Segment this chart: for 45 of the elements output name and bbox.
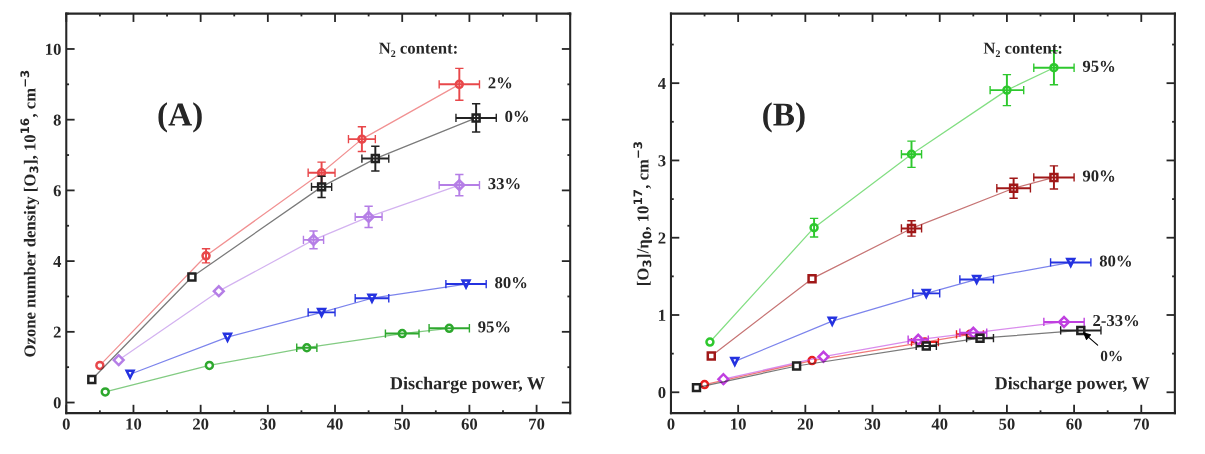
annotation: 0% [1100, 350, 1122, 362]
x-tick-label: 70 [1133, 418, 1149, 430]
y-tick-label: 2 [53, 326, 61, 338]
x-tick-label: 50 [394, 418, 410, 430]
series-label: 33% [488, 178, 520, 190]
annotation: (B) [763, 102, 805, 133]
x-tick-label: 40 [931, 418, 948, 430]
y-axis-title: [O$_{3}$]/η$_{0}$, 10$^{17}$, cm$^{−3}$ [633, 142, 652, 285]
x-tick-label: 0 [667, 418, 675, 430]
x-tick-label: 30 [260, 418, 276, 430]
x-tick-label: 60 [461, 418, 478, 430]
x-tick-label: 20 [193, 418, 209, 430]
y-tick-label: 3 [658, 155, 666, 167]
x-axis-title: Discharge power, W [995, 376, 1150, 394]
annotation: N₂ content: [379, 42, 457, 57]
y-tick-label: 6 [53, 185, 61, 197]
series-label: 80% [495, 277, 527, 289]
x-tick-label: 40 [326, 418, 343, 430]
annotation: N₂ content: [983, 42, 1062, 57]
y-tick-label: 4 [658, 77, 666, 89]
series-label: 90% [1082, 170, 1115, 182]
y-tick-label: 1 [659, 309, 666, 321]
x-tick-label: 70 [529, 418, 545, 430]
y-tick-label: 10 [46, 43, 61, 55]
y-axis-title: Ozone number density [O$_{3}$], 10$^{16}$, cm$^{−3}$ [20, 70, 39, 357]
y-tick-label: 0 [53, 397, 61, 409]
series-label: 95% [478, 321, 510, 333]
x-tick-label: 60 [1066, 418, 1082, 430]
x-axis-title: Discharge power, W [390, 376, 545, 394]
series-label: 95% [1082, 60, 1115, 72]
annotation: (A) [158, 102, 202, 133]
y-tick-label: 4 [53, 255, 62, 267]
series-label: 80% [1099, 255, 1131, 267]
x-tick-label: 10 [731, 418, 746, 430]
x-tick-label: 20 [797, 418, 814, 430]
series-label: 2-33% [1093, 314, 1139, 327]
y-tick-label: 2 [658, 232, 666, 244]
x-tick-label: 0 [62, 418, 70, 430]
x-tick-label: 50 [999, 418, 1015, 430]
y-tick-label: 0 [658, 386, 666, 399]
legend-label: 0% [505, 110, 529, 123]
series-label: 2% [488, 77, 512, 89]
x-tick-label: 30 [864, 418, 881, 430]
y-tick-label: 8 [53, 114, 61, 126]
x-tick-label: 10 [126, 418, 142, 430]
